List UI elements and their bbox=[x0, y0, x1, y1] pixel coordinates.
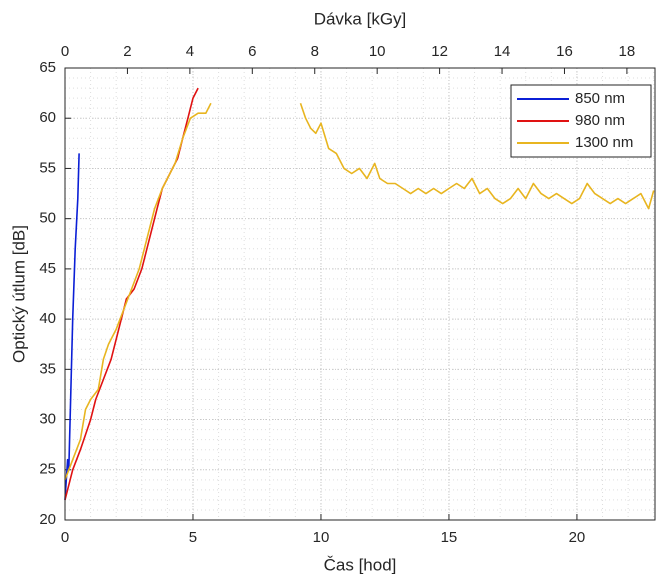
y-tick-label: 55 bbox=[39, 159, 56, 176]
x-tick-label: 0 bbox=[61, 529, 69, 546]
legend: 850 nm 980 nm 1300 nm bbox=[510, 84, 652, 158]
legend-label: 980 nm bbox=[575, 112, 625, 129]
y-tick-label: 45 bbox=[39, 260, 56, 277]
x2-tick-label: 14 bbox=[494, 43, 511, 60]
legend-label: 1300 nm bbox=[575, 134, 633, 151]
y-tick-label: 30 bbox=[39, 411, 56, 428]
x2-tick-label: 2 bbox=[123, 43, 131, 60]
x2-tick-label: 18 bbox=[619, 43, 636, 60]
x2-tick-label: 4 bbox=[186, 43, 194, 60]
y-tick-label: 65 bbox=[39, 59, 56, 76]
legend-label: 850 nm bbox=[575, 90, 625, 107]
plot-frame bbox=[64, 67, 656, 521]
y-tick-label: 35 bbox=[39, 360, 56, 377]
x-tick-label: 5 bbox=[189, 529, 197, 546]
x2-axis-title: Dávka [kGy] bbox=[314, 9, 407, 28]
y-tick-label: 20 bbox=[39, 511, 56, 528]
x2-tick-label: 6 bbox=[248, 43, 256, 60]
data-line bbox=[64, 102, 655, 481]
y-axis-title: Optický útlum [dB] bbox=[9, 225, 28, 363]
y-tick-label: 40 bbox=[39, 310, 56, 327]
y-tick-label: 50 bbox=[39, 210, 56, 227]
y-tick-label: 25 bbox=[39, 461, 56, 478]
x-tick-label: 20 bbox=[569, 529, 586, 546]
x-tick-label: 15 bbox=[441, 529, 458, 546]
x2-tick-label: 0 bbox=[61, 43, 69, 60]
y-tick-label: 60 bbox=[39, 109, 56, 126]
x-tick-label: 10 bbox=[313, 529, 330, 546]
x2-tick-label: 8 bbox=[311, 43, 319, 60]
x-axis-title: Čas [hod] bbox=[324, 555, 397, 574]
x2-tick-label: 16 bbox=[556, 43, 573, 60]
x2-tick-label: 10 bbox=[369, 43, 386, 60]
x2-tick-label: 12 bbox=[431, 43, 448, 60]
